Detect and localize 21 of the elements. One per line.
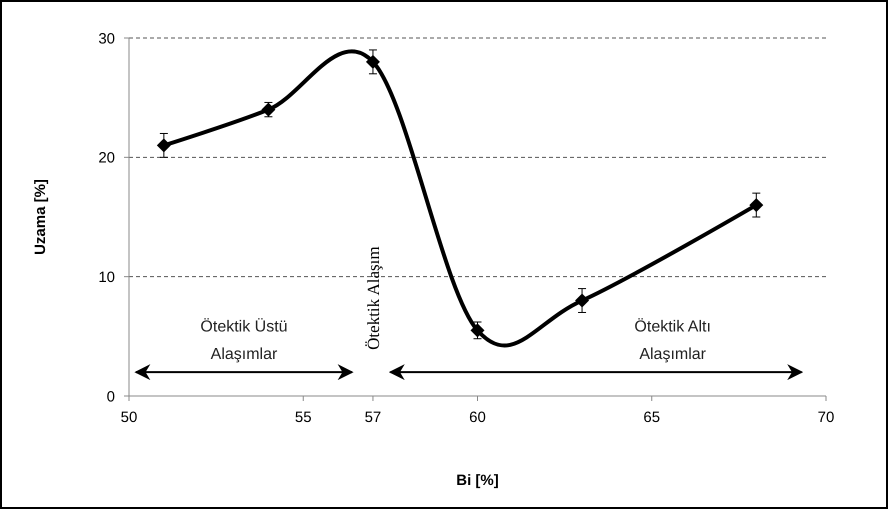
point xyxy=(749,198,764,212)
point xyxy=(366,54,380,69)
x-tick-label: 60 xyxy=(469,409,486,426)
annotation: Ötektik Altı Alaşımlar xyxy=(634,318,711,363)
x-axis-title: Bi [%] xyxy=(456,472,499,489)
x-tick-label: 70 xyxy=(818,409,834,426)
annotation: Ötektik Alaşım xyxy=(364,246,383,350)
y-tick-label: 10 xyxy=(98,268,115,286)
x-tick-label: 50 xyxy=(120,409,138,426)
point xyxy=(575,294,590,308)
point xyxy=(261,102,276,117)
x-tick-label: 55 xyxy=(294,409,312,426)
point xyxy=(470,323,484,338)
annotation: Ötektik Üstü Alaşımlar xyxy=(200,318,288,363)
point xyxy=(156,138,171,152)
y-tick-label: 0 xyxy=(106,388,115,406)
x-tick-label: 57 xyxy=(364,409,382,426)
y-tick-label: 20 xyxy=(98,150,115,167)
y-axis-title: Uzama [%] xyxy=(32,179,49,255)
y-tick-label: 30 xyxy=(98,30,115,48)
x-tick-label: 65 xyxy=(643,409,660,426)
